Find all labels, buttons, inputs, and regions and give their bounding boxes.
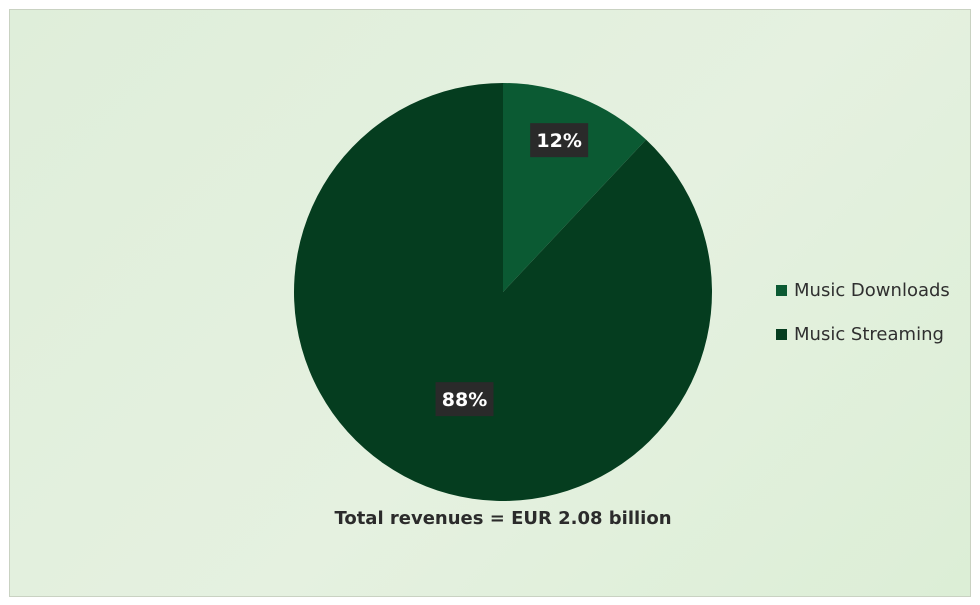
chart-caption: Total revenues = EUR 2.08 billion xyxy=(334,508,672,529)
pie-slice-music-streaming xyxy=(293,83,712,502)
legend-item-music-downloads: Music Downloads xyxy=(776,276,950,304)
data-label-box-music-downloads xyxy=(530,123,589,158)
data-label-music-downloads: 12% xyxy=(536,130,581,152)
legend-item-music-streaming: Music Streaming xyxy=(776,320,950,348)
data-label-music-streaming: 88% xyxy=(442,389,487,411)
legend: Music Downloads Music Streaming xyxy=(776,276,950,364)
data-label-box-music-streaming xyxy=(435,382,494,417)
legend-swatch-music-downloads xyxy=(776,284,787,296)
legend-label-music-streaming: Music Streaming xyxy=(794,323,944,345)
legend-swatch-music-streaming xyxy=(776,328,787,340)
legend-label-music-downloads: Music Downloads xyxy=(794,279,950,301)
